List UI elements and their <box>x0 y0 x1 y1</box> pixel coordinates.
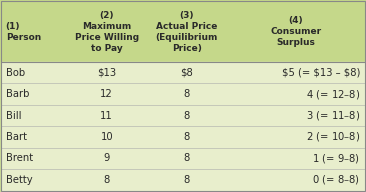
Text: 8: 8 <box>104 175 110 185</box>
Text: 8: 8 <box>183 111 190 121</box>
Text: 10: 10 <box>100 132 113 142</box>
Bar <box>1 62 365 83</box>
Bar <box>1 1 365 62</box>
Text: Bart: Bart <box>6 132 27 142</box>
Text: Bob: Bob <box>6 68 25 78</box>
Text: 8: 8 <box>183 175 190 185</box>
Text: 1 (= $ 9 – $8): 1 (= $ 9 – $8) <box>313 152 360 165</box>
Text: 4 (= $12 – $8): 4 (= $12 – $8) <box>306 88 360 101</box>
Bar <box>1 83 365 105</box>
Text: 9: 9 <box>104 153 110 163</box>
Text: Brent: Brent <box>6 153 33 163</box>
Text: 8: 8 <box>183 153 190 163</box>
Text: $5 (= $13 – $8): $5 (= $13 – $8) <box>282 68 360 78</box>
Text: 11: 11 <box>100 111 113 121</box>
Text: (1)
Person: (1) Person <box>6 22 41 42</box>
Text: $8: $8 <box>180 68 193 78</box>
Text: $13: $13 <box>97 68 116 78</box>
Text: 8: 8 <box>183 89 190 99</box>
Bar <box>1 105 365 126</box>
Text: (4)
Consumer
Surplus: (4) Consumer Surplus <box>270 16 321 47</box>
Text: 3 (= $11 – $8): 3 (= $11 – $8) <box>306 109 360 122</box>
Text: Bill: Bill <box>6 111 21 121</box>
Bar <box>1 148 365 169</box>
Text: 12: 12 <box>100 89 113 99</box>
Text: 2 (= $10 – $8): 2 (= $10 – $8) <box>306 131 360 143</box>
Bar <box>1 126 365 148</box>
Bar <box>1 169 365 191</box>
Text: 8: 8 <box>183 132 190 142</box>
Text: Barb: Barb <box>6 89 29 99</box>
Text: (3)
Actual Price
(Equilibrium
Price): (3) Actual Price (Equilibrium Price) <box>156 11 218 53</box>
Text: Betty: Betty <box>6 175 32 185</box>
Text: 0 (= $ 8 – $8): 0 (= $ 8 – $8) <box>313 173 360 186</box>
Text: (2)
Maximum
Price Willing
to Pay: (2) Maximum Price Willing to Pay <box>75 11 139 53</box>
